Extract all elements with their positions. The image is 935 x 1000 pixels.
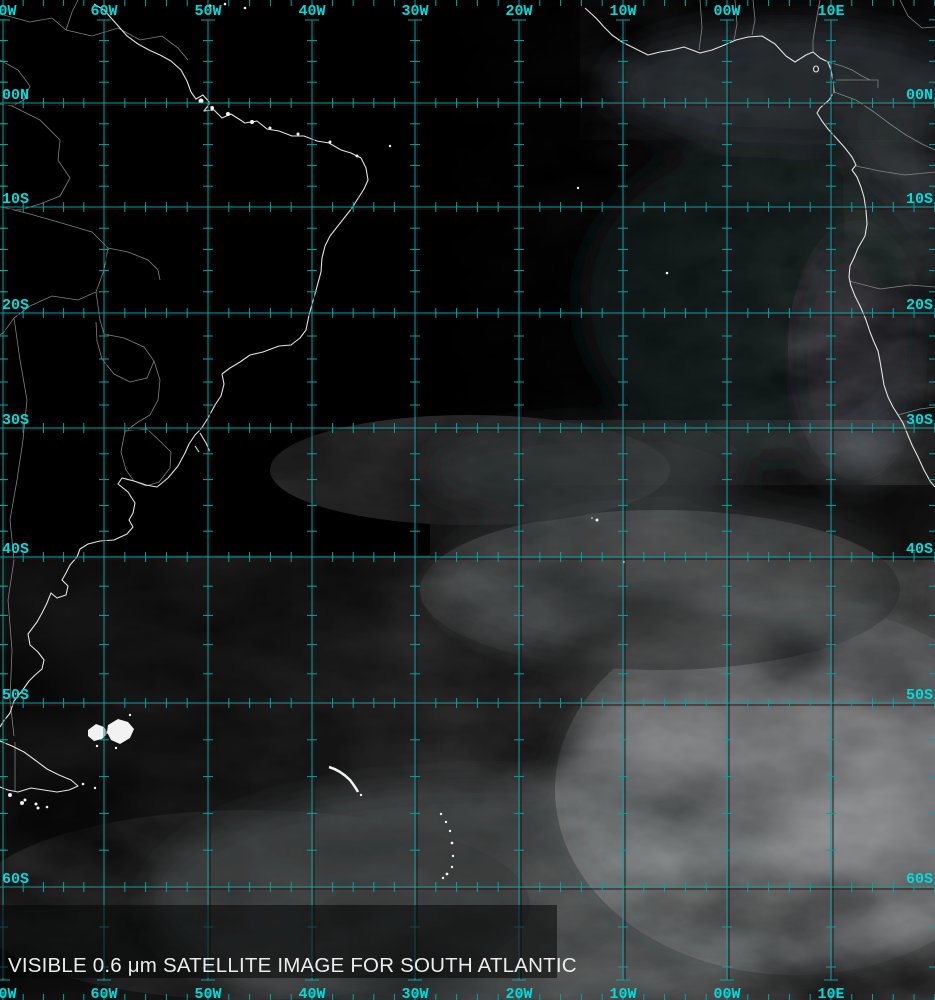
- lat-label-right-10S: 10S: [906, 191, 933, 208]
- lon-label-top-40W: 40W: [298, 3, 325, 20]
- lat-label-right-00N: 00N: [906, 87, 933, 104]
- lat-label-right-40S: 40S: [906, 541, 933, 558]
- lat-label-left-40S: 40S: [2, 541, 29, 558]
- lon-label-top-60W: 60W: [90, 3, 117, 20]
- country-borders: [0, 0, 935, 791]
- lon-label-bottom-10E: 10E: [817, 986, 844, 1000]
- coastline-africa: [584, 7, 935, 488]
- lon-label-top-00W: 00W: [713, 3, 740, 20]
- caption-line-title: VISIBLE 0.6 μm SATELLITE IMAGE FOR SOUTH…: [8, 954, 577, 977]
- lat-label-left-20S: 20S: [2, 297, 29, 314]
- island-dot-tristan: [595, 518, 599, 522]
- lat-label-left-10S: 10S: [2, 191, 29, 208]
- coastline-south-america: [0, 3, 369, 793]
- lon-label-bottom-20W: 20W: [505, 986, 532, 1000]
- lon-label-bottom-50W: 50W: [194, 986, 221, 1000]
- south-sandwich-islands: [439, 812, 455, 880]
- caption-background: [0, 905, 557, 978]
- falkland-islands: [88, 713, 134, 750]
- lon-label-bottom-70W: 70W: [0, 986, 17, 1000]
- islands: [8, 2, 669, 880]
- lat-label-right-50S: 50S: [906, 687, 933, 704]
- island-dot-fernando-de-noronha: [388, 144, 392, 148]
- caption-overlay: VISIBLE 0.6 μm SATELLITE IMAGE FOR SOUTH…: [8, 907, 577, 1000]
- lat-label-left-60S: 60S: [2, 871, 29, 888]
- lon-label-top-30W: 30W: [401, 3, 428, 20]
- lat-label-right-60S: 60S: [906, 871, 933, 888]
- lon-label-top-20W: 20W: [505, 3, 532, 20]
- lon-label-bottom-10W: 10W: [609, 986, 636, 1000]
- island-dot-ascension: [576, 186, 580, 190]
- lon-label-bottom-40W: 40W: [298, 986, 325, 1000]
- lon-label-bottom-00W: 00W: [713, 986, 740, 1000]
- lon-label-top-50W: 50W: [194, 3, 221, 20]
- lat-label-right-30S: 30S: [906, 412, 933, 429]
- lat-label-left-50S: 50S: [2, 687, 29, 704]
- bioko-island: [812, 65, 820, 73]
- lon-label-bottom-30W: 30W: [401, 986, 428, 1000]
- lon-label-top-70W: 70W: [0, 3, 17, 20]
- lat-label-left-00N: 00N: [2, 87, 29, 104]
- lon-label-top-10W: 10W: [609, 3, 636, 20]
- lon-label-top-10E: 10E: [817, 3, 844, 20]
- lat-label-right-20S: 20S: [906, 297, 933, 314]
- lat-label-left-30S: 30S: [2, 412, 29, 429]
- lon-label-bottom-60W: 60W: [90, 986, 117, 1000]
- south-georgia-island: [328, 765, 360, 793]
- bright-cloud-specks: [8, 2, 359, 810]
- island-dot-st-helena: [665, 271, 669, 275]
